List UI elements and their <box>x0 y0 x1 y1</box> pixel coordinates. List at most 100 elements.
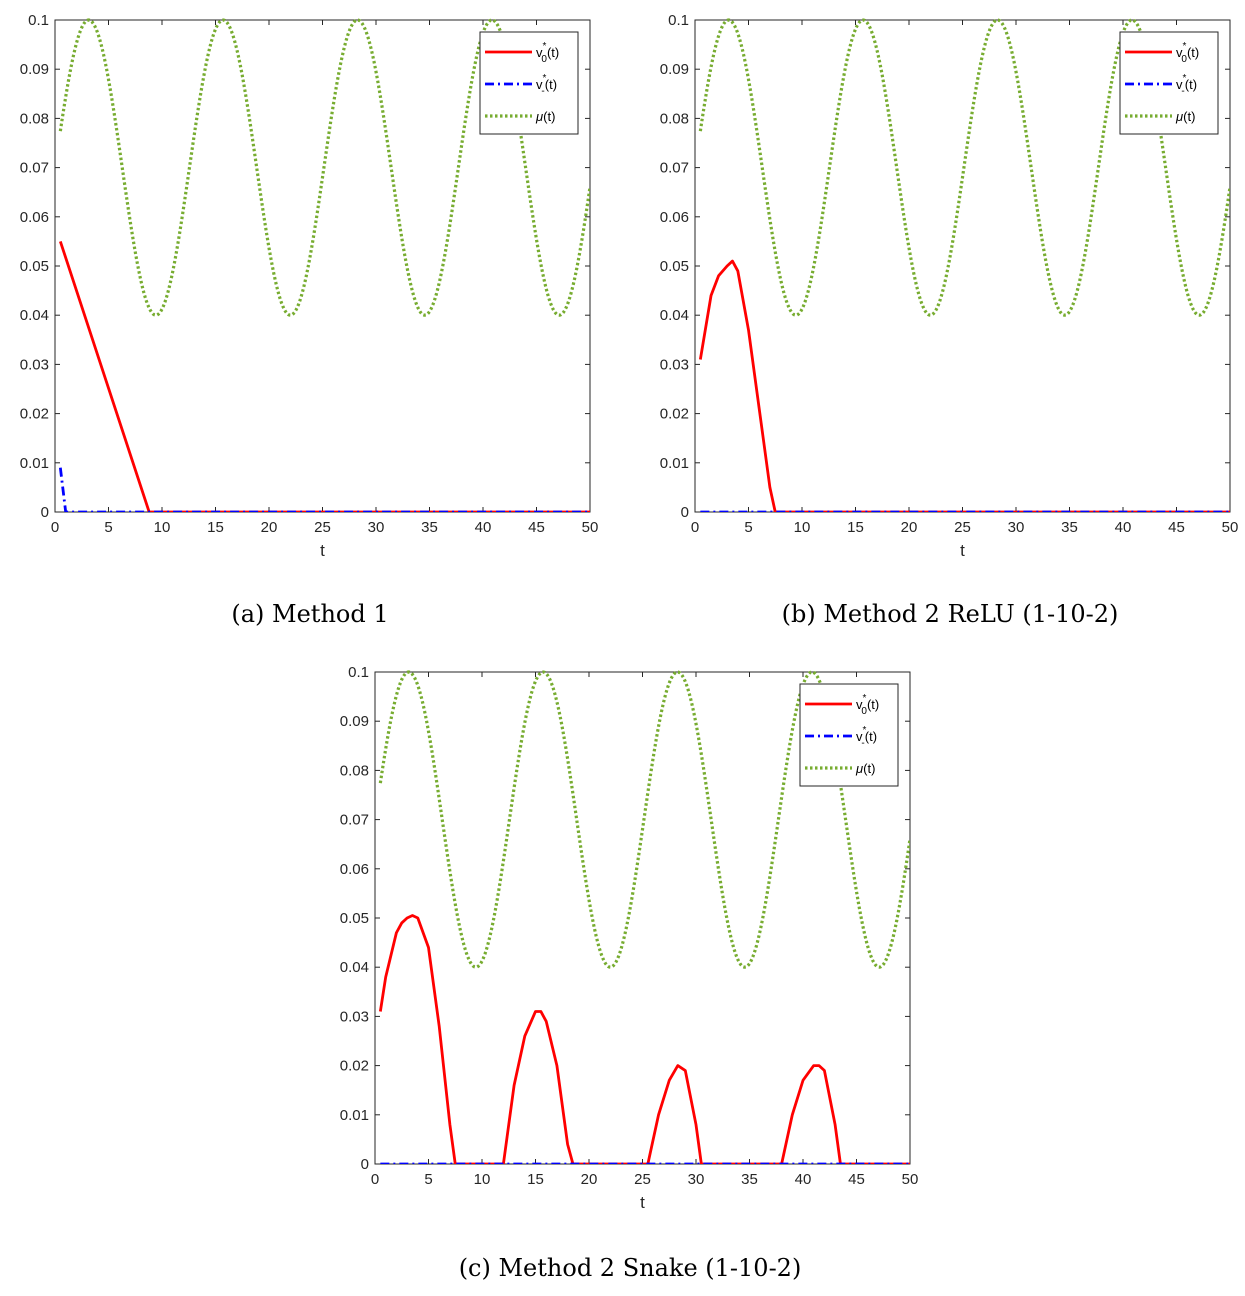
legend-main: μ <box>1175 109 1183 124</box>
y-tick-label: 0.03 <box>340 1008 369 1025</box>
x-tick-label: 30 <box>1008 519 1025 536</box>
x-tick-label: 10 <box>474 1171 491 1188</box>
x-tick-label: 5 <box>104 519 112 536</box>
legend-entry-2: μ(t) <box>1175 109 1195 124</box>
x-tick-label: 15 <box>847 519 864 536</box>
y-tick-label: 0.05 <box>340 910 369 927</box>
x-tick-label: 15 <box>527 1171 544 1188</box>
y-tick-label: 0.02 <box>340 1058 369 1075</box>
legend-entry-2: μ(t) <box>535 109 555 124</box>
subfigure-caption: (a) Method 1 <box>231 600 388 628</box>
x-tick-label: 25 <box>314 519 331 536</box>
legend-tail: (t) <box>545 77 557 92</box>
x-tick-label: 45 <box>1168 519 1185 536</box>
x-tick-label: 0 <box>691 519 699 536</box>
y-tick-label: 0.05 <box>20 258 49 275</box>
legend-sup: * <box>863 693 867 704</box>
y-tick-label: 0.06 <box>660 209 689 226</box>
x-tick-label: 45 <box>848 1171 865 1188</box>
x-tick-label: 35 <box>1061 519 1078 536</box>
y-tick-label: 0.1 <box>668 12 689 29</box>
y-tick-label: 0.01 <box>340 1107 369 1124</box>
y-tick-label: 0.06 <box>340 861 369 878</box>
y-tick-label: 0.01 <box>20 455 49 472</box>
legend-entry-1: v* -(t) <box>856 725 877 749</box>
legend-entry-0: v* 0(t) <box>536 41 559 65</box>
y-tick-label: 0.06 <box>20 209 49 226</box>
legend-sub: - <box>1181 86 1184 97</box>
legend-entry-0: v* 0(t) <box>856 693 879 717</box>
legend-main: v <box>1176 45 1183 60</box>
y-tick-label: 0.07 <box>20 160 49 177</box>
x-tick-label: 30 <box>688 1171 705 1188</box>
x-tick-label: 5 <box>424 1171 432 1188</box>
subfigure-caption: (c) Method 2 Snake (1-10-2) <box>459 1254 802 1282</box>
y-tick-label: 0.08 <box>20 110 49 127</box>
x-tick-label: 30 <box>368 519 385 536</box>
x-tick-label: 40 <box>475 519 492 536</box>
y-tick-label: 0.05 <box>660 258 689 275</box>
y-tick-label: 0.1 <box>348 664 369 681</box>
x-tick-label: 50 <box>582 519 599 536</box>
x-axis-label: t <box>960 541 965 560</box>
legend-sub: - <box>541 86 544 97</box>
legend-tail: (t) <box>547 45 559 60</box>
y-tick-label: 0 <box>361 1156 369 1173</box>
x-tick-label: 25 <box>634 1171 651 1188</box>
x-tick-label: 0 <box>51 519 59 536</box>
series-line-0 <box>698 259 1230 512</box>
legend-tail: (t) <box>865 729 877 744</box>
y-tick-label: 0.09 <box>340 713 369 730</box>
legend-entry-2: μ(t) <box>855 761 875 776</box>
legend-sub: - <box>861 738 864 749</box>
legend-sub: 0 <box>861 706 867 717</box>
legend-tail: (t) <box>543 109 555 124</box>
x-tick-label: 20 <box>901 519 918 536</box>
y-tick-label: 0.09 <box>20 61 49 78</box>
y-tick-label: 0.08 <box>340 762 369 779</box>
panel-b: 0 5 10 15 20 25 30 35 40 45 50 0 0.01 0.02 0.03 0.04 0.0… <box>660 12 1239 628</box>
legend-main: μ <box>535 109 543 124</box>
panel-c: 0 5 10 15 20 25 30 35 40 45 50 0 0.01 0.02 0.03 0.04 0.0… <box>340 664 919 1282</box>
legend-entry-1: v* -(t) <box>536 73 557 97</box>
y-tick-label: 0.04 <box>660 307 689 324</box>
legend-tail: (t) <box>863 761 875 776</box>
legend-main: v <box>1176 77 1183 92</box>
x-tick-label: 5 <box>744 519 752 536</box>
series-line-0 <box>59 240 590 512</box>
y-tick-label: 0.09 <box>660 61 689 78</box>
y-tick-label: 0.1 <box>28 12 49 29</box>
legend-sup: * <box>1183 73 1187 84</box>
x-tick-label: 15 <box>207 519 224 536</box>
x-tick-label: 10 <box>794 519 811 536</box>
x-tick-label: 40 <box>1115 519 1132 536</box>
x-tick-label: 0 <box>371 1171 379 1188</box>
x-tick-label: 20 <box>581 1171 598 1188</box>
legend-sup: * <box>543 73 547 84</box>
legend-main: v <box>536 77 543 92</box>
legend-main: μ <box>855 761 863 776</box>
x-tick-label: 40 <box>795 1171 812 1188</box>
legend-sub: 0 <box>1181 54 1187 65</box>
series-line-0 <box>378 914 910 1164</box>
series-line-1 <box>58 467 590 512</box>
legend: v* 0(t)v* -(t)μ(t) <box>799 683 899 787</box>
y-tick-label: 0.07 <box>340 812 369 829</box>
x-tick-label: 25 <box>954 519 971 536</box>
legend-sup: * <box>1183 41 1187 52</box>
x-tick-label: 20 <box>261 519 278 536</box>
x-axis-label: t <box>320 541 325 560</box>
y-tick-label: 0.03 <box>660 356 689 373</box>
y-tick-label: 0.08 <box>660 110 689 127</box>
x-axis-label: t <box>640 1193 645 1212</box>
y-tick-label: 0.03 <box>20 356 49 373</box>
legend-tail: (t) <box>1185 77 1197 92</box>
legend-sup: * <box>863 725 867 736</box>
legend-tail: (t) <box>867 697 879 712</box>
y-tick-label: 0.01 <box>660 455 689 472</box>
y-tick-label: 0.04 <box>340 959 369 976</box>
legend-tail: (t) <box>1183 109 1195 124</box>
y-tick-label: 0.02 <box>20 406 49 423</box>
legend-tail: (t) <box>1187 45 1199 60</box>
